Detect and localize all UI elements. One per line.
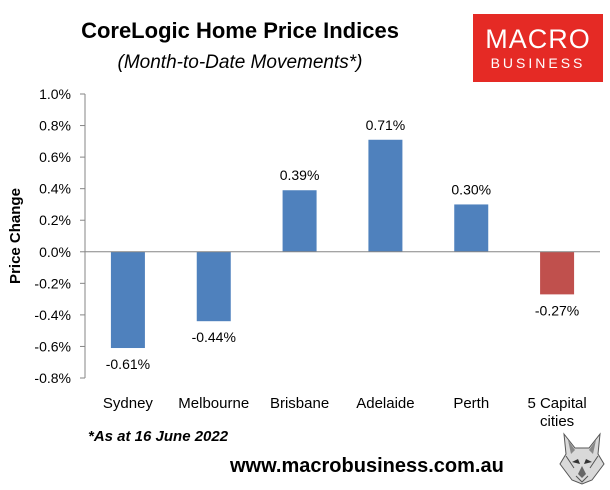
y-tick-label: 0.4% [39,181,71,197]
x-tick-label: Sydney [103,395,154,412]
logo-line-macro: MACRO [485,24,591,54]
y-tick-label: 0.6% [39,149,71,165]
logo-line-business: BUSINESS [490,55,586,71]
y-axis-label: Price Change [7,188,24,284]
data-label: -0.27% [535,302,579,318]
chart-subtitle: (Month-to-Date Movements*) [117,52,363,73]
data-label: -0.61% [106,356,150,372]
data-label: 0.39% [280,167,320,183]
macrobusiness-logo: MACRO BUSINESS [473,14,603,82]
data-label: 0.30% [451,181,491,197]
footnote: *As at 16 June 2022 [88,428,229,445]
x-tick-label: Brisbane [270,395,329,412]
bar-brisbane [282,190,317,252]
y-tick-label: -0.6% [34,338,71,354]
bar-5-capital-cities [540,251,575,295]
x-tick-label: Adelaide [356,395,414,412]
bar-melbourne [196,251,231,322]
x-tick-label: 5 Capital cities [527,395,586,430]
chart-title: CoreLogic Home Price Indices [81,18,399,43]
y-tick-label: 0.8% [39,118,71,134]
wolf-head-icon [559,432,605,485]
y-tick-label: -0.4% [34,307,71,323]
x-tick-label: Perth [453,395,489,412]
y-tick-label: 0.2% [39,212,71,228]
data-label: -0.44% [192,329,236,345]
bar-chart: 1.0% 0.8% 0.6% 0.4% 0.2% 0.0% -0.2% -0.4% -0.6% -… [7,86,600,430]
website-url: www.macrobusiness.com.au [230,455,504,477]
bar-adelaide [368,139,403,252]
bar-sydney [110,251,145,349]
x-tick-label: Melbourne [178,395,249,412]
y-tick-label: -0.8% [34,370,71,386]
bar-perth [454,204,489,252]
y-tick-label: 1.0% [39,86,71,102]
y-tick-label: -0.2% [34,275,71,291]
data-label: 0.71% [366,117,406,133]
y-tick-label: 0.0% [39,244,71,260]
